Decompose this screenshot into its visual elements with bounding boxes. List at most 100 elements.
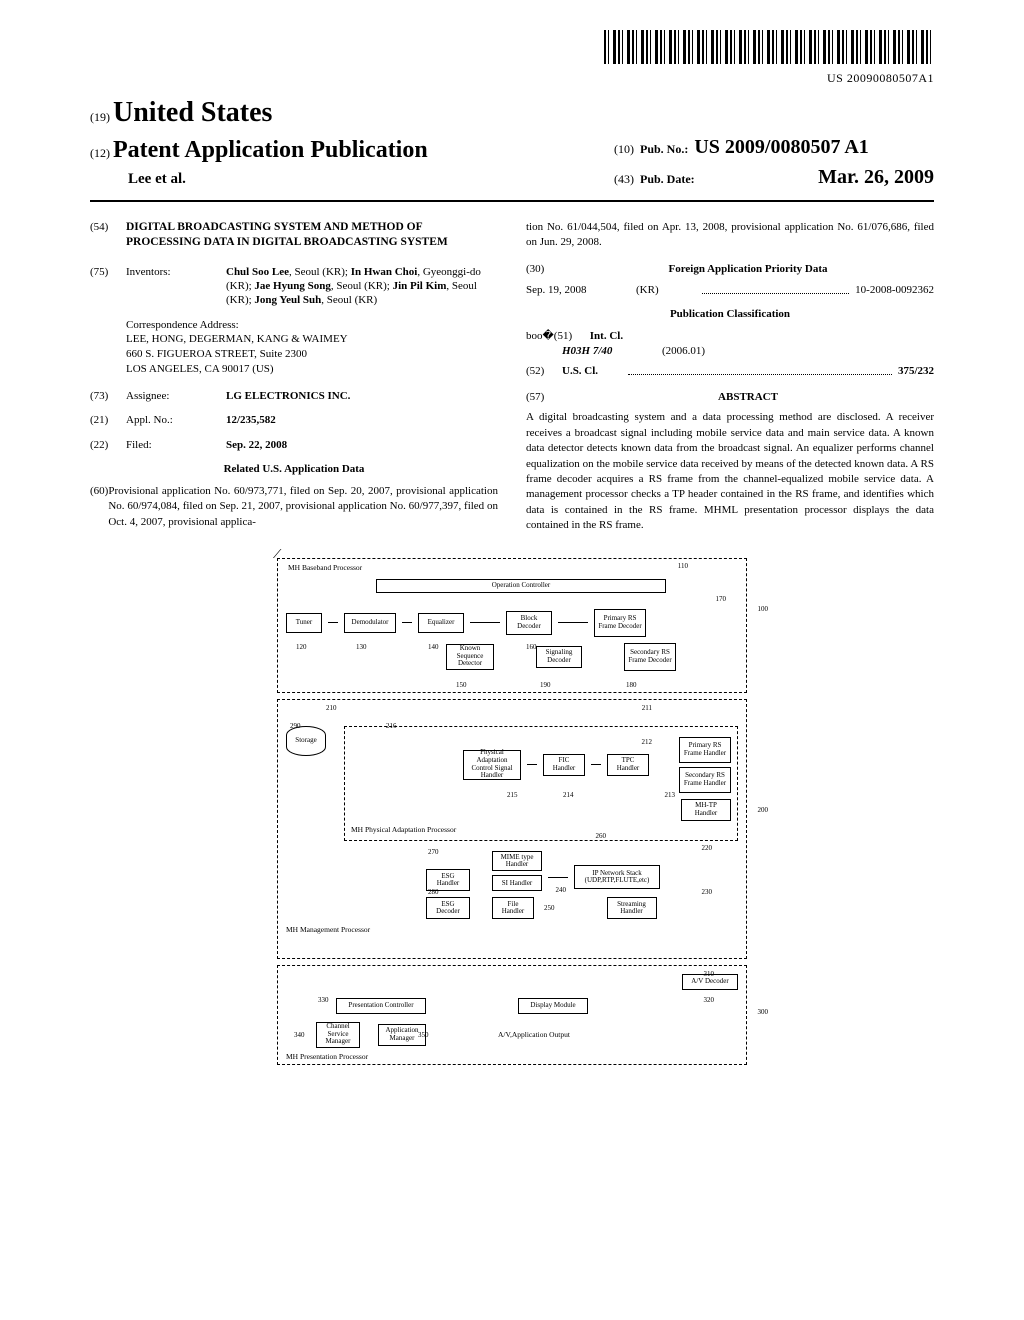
code-73: (73) xyxy=(90,389,126,403)
code-54: (54) xyxy=(90,220,126,251)
barcode-text: US 20090080507A1 xyxy=(90,71,934,87)
ref-211: 211 xyxy=(642,704,652,713)
ref-330: 330 xyxy=(318,996,329,1005)
intcl-class: H03H 7/40 xyxy=(562,344,662,358)
ref-350: 350 xyxy=(418,1031,429,1040)
ref-240: 240 xyxy=(556,886,567,895)
presentation-controller: Presentation Controller xyxy=(336,998,426,1014)
ref-180: 180 xyxy=(626,681,637,690)
ref-310: 310 xyxy=(704,970,715,979)
uscl-label: U.S. Cl. xyxy=(562,364,622,378)
application-number: 12/235,582 xyxy=(226,413,498,427)
fic-handler: FIC Handler xyxy=(543,754,585,776)
ref-214: 214 xyxy=(563,791,574,800)
filed-label: Filed: xyxy=(126,438,226,452)
ref-230: 230 xyxy=(702,888,713,897)
ref-320: 320 xyxy=(704,996,715,1005)
code-57: (57) xyxy=(526,390,562,404)
corr-line2: 660 S. FIGUEROA STREET, Suite 2300 xyxy=(126,347,498,362)
right-column: tion No. 61/044,504, filed on Apr. 13, 2… xyxy=(526,220,934,534)
assignee-label: Assignee: xyxy=(126,389,226,403)
si-handler: SI Handler xyxy=(492,875,542,891)
primary-rs-frame-handler: Primary RS Frame Handler xyxy=(679,737,731,763)
ref-270: 270 xyxy=(428,848,439,857)
foreign-country: (KR) xyxy=(636,283,696,297)
baseband-processor-box: MH Baseband Processor 110 100 Operation … xyxy=(277,558,747,693)
file-handler: File Handler xyxy=(492,897,534,919)
ref-110: 110 xyxy=(678,562,688,571)
code-21: (21) xyxy=(90,413,126,427)
foreign-priority-header: Foreign Application Priority Data xyxy=(562,262,934,276)
ref-200: 200 xyxy=(758,806,769,815)
country: United States xyxy=(113,97,272,128)
pacs-handler: Physical Adaptation Control Signal Handl… xyxy=(463,750,521,780)
pubno-label: Pub. No.: xyxy=(640,142,688,158)
publication-type: Patent Application Publication xyxy=(113,137,428,163)
section2-label: MH Physical Adaptation Processor xyxy=(351,825,731,835)
tuner-box: Tuner xyxy=(286,613,322,633)
assignee: LG ELECTRONICS INC. xyxy=(226,389,498,403)
publication-number: US 2009/0080507 A1 xyxy=(694,134,868,160)
pub-classification-header: Publication Classification xyxy=(526,307,934,321)
intcl-year: (2006.01) xyxy=(662,344,705,358)
applno-label: Appl. No.: xyxy=(126,413,226,427)
corr-line3: LOS ANGELES, CA 90017 (US) xyxy=(126,362,498,377)
ref-100: 100 xyxy=(758,605,769,614)
code-43: (43) xyxy=(614,172,634,188)
known-sequence-detector: Known Sequence Detector xyxy=(446,644,494,670)
ref-213: 213 xyxy=(665,791,676,800)
secondary-rs-frame-handler: Secondary RS Frame Handler xyxy=(679,767,731,793)
ref-190: 190 xyxy=(540,681,551,690)
code-30: (30) xyxy=(526,262,562,276)
code-52: (52) xyxy=(526,364,562,378)
divider xyxy=(90,200,934,202)
ref-160: 160 xyxy=(526,643,537,652)
display-module: Display Module xyxy=(518,998,588,1014)
channel-service-manager: Channel Service Manager xyxy=(316,1022,360,1048)
code-22: (22) xyxy=(90,438,126,452)
ref-130: 130 xyxy=(356,643,367,652)
ref-250: 250 xyxy=(544,904,555,913)
corr-label: Correspondence Address: xyxy=(126,318,498,333)
uscl-value: 375/232 xyxy=(898,364,934,378)
ref-150: 150 xyxy=(456,681,467,690)
provisional-text: Provisional application No. 60/973,771, … xyxy=(108,484,498,530)
esg-decoder: ESG Decoder xyxy=(426,897,470,919)
mime-handler: MIME type Handler xyxy=(492,851,542,871)
code-12: (12) xyxy=(90,146,110,160)
intcl-label: Int. Cl. xyxy=(590,329,623,343)
ref-140: 140 xyxy=(428,643,439,652)
section4-label: MH Presentation Processor xyxy=(286,1052,738,1062)
code-10: (10) xyxy=(614,142,634,158)
code-75: (75) xyxy=(90,265,126,308)
ref-300: 300 xyxy=(758,1008,769,1017)
inventors-label: Inventors: xyxy=(126,265,226,308)
barcode-icon xyxy=(604,30,934,64)
related-data-header: Related U.S. Application Data xyxy=(90,462,498,476)
mhtp-handler: MH-TP Handler xyxy=(681,799,731,821)
correspondence-address: Correspondence Address: LEE, HONG, DEGER… xyxy=(126,318,498,377)
abstract-text: A digital broadcasting system and a data… xyxy=(526,410,934,533)
abstract-label: ABSTRACT xyxy=(562,390,934,404)
equalizer-box: Equalizer xyxy=(418,613,464,633)
body-columns: (54) DIGITAL BROADCASTING SYSTEM AND MET… xyxy=(90,220,934,534)
authors: Lee et al. xyxy=(90,170,428,190)
corr-line1: LEE, HONG, DEGERMAN, KANG & WAIMEY xyxy=(126,332,498,347)
section1-label: MH Baseband Processor xyxy=(288,563,362,573)
left-column: (54) DIGITAL BROADCASTING SYSTEM AND MET… xyxy=(90,220,498,534)
ip-network-stack: IP Network Stack (UDP,RTP,FLUTE,etc) xyxy=(574,865,660,889)
pubdate-label: Pub. Date: xyxy=(640,172,695,188)
invention-title: DIGITAL BROADCASTING SYSTEM AND METHOD O… xyxy=(126,220,498,251)
ref-260: 260 xyxy=(596,832,607,841)
operation-controller: Operation Controller xyxy=(376,579,666,593)
foreign-application-number: 10-2008-0092362 xyxy=(855,283,934,297)
ref-340: 340 xyxy=(294,1031,305,1040)
code-19: (19) xyxy=(90,110,110,124)
physical-management-box: 210 211 290 216 212 200 Storage Physical… xyxy=(277,699,747,959)
signaling-decoder: Signaling Decoder xyxy=(536,646,582,668)
publication-date: Mar. 26, 2009 xyxy=(818,164,934,190)
demodulator-box: Demodulator xyxy=(344,613,396,633)
block-diagram: ⟋ MH Baseband Processor 110 100 Operatio… xyxy=(90,558,934,1071)
tpc-handler: TPC Handler xyxy=(607,754,649,776)
filed-date: Sep. 22, 2008 xyxy=(226,438,498,452)
